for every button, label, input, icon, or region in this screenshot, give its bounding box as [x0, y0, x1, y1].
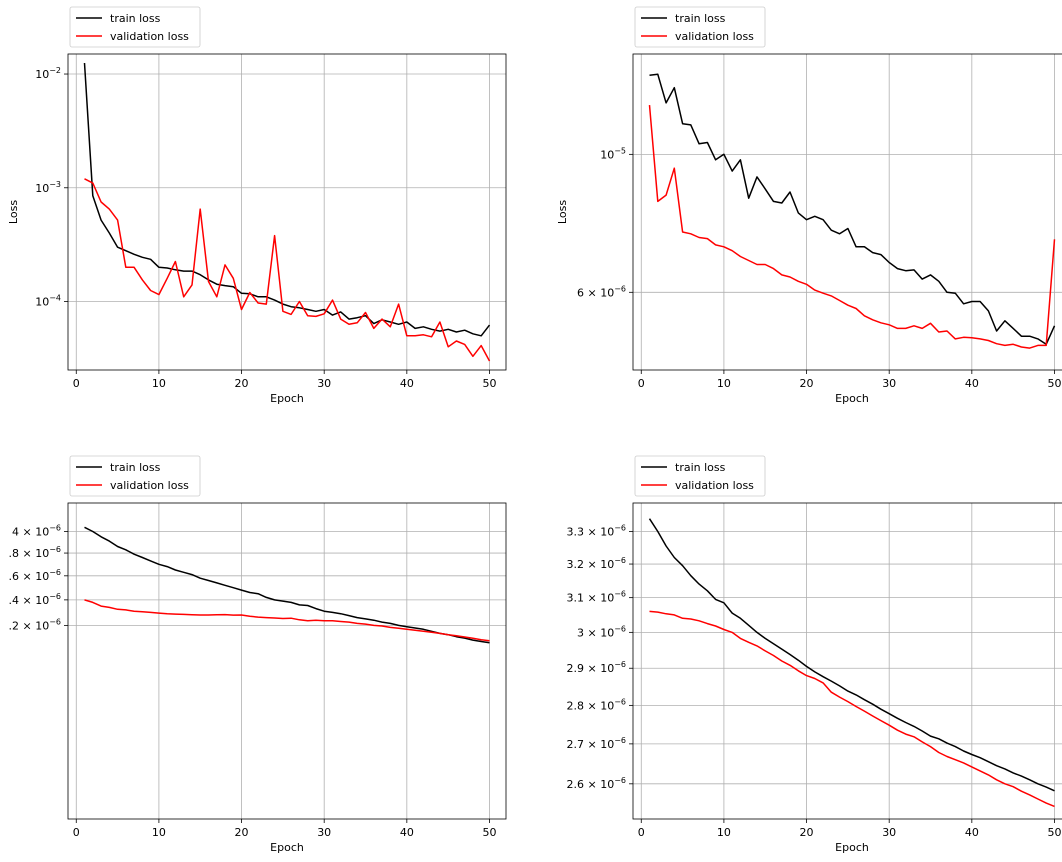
- legend: train loss validation loss: [634, 455, 766, 497]
- x-tick-label: 0: [73, 377, 80, 390]
- x-tick-label: 30: [317, 377, 331, 390]
- x-tick-label: 0: [638, 826, 645, 839]
- y-tick-label: 10−2: [35, 66, 61, 81]
- x-tick-label: 10: [152, 377, 166, 390]
- legend-box: [69, 6, 201, 48]
- legend-label: train loss: [110, 12, 161, 25]
- chart-panel-4: 0 10 20 30 40 50 3.3 × 10−6 3.2 × 10−6 3.1 × 10−…: [567, 455, 1062, 854]
- plot-frame: [632, 53, 1062, 371]
- legend-box: [634, 6, 766, 48]
- x-tick-label: 20: [235, 377, 249, 390]
- series-line-validation-loss: [649, 610, 1055, 808]
- legend-label: validation loss: [675, 30, 754, 43]
- x-tick-label: 40: [400, 826, 414, 839]
- plot-frame: [67, 53, 507, 371]
- x-tick-label: 40: [965, 826, 979, 839]
- y-axis-label: Loss: [556, 200, 569, 224]
- series-line-train-loss: [649, 73, 1056, 346]
- x-axis-label: Epoch: [270, 841, 304, 854]
- y-tick-label: .4 × 10−6: [9, 592, 62, 607]
- y-tick-label: 3.1 × 10−6: [567, 590, 627, 605]
- x-axis-label: Epoch: [835, 392, 869, 405]
- legend: train loss validation loss: [69, 455, 201, 497]
- x-tick-label: 20: [235, 826, 249, 839]
- plot-frame: [632, 502, 1062, 820]
- x-tick-label: 50: [482, 377, 496, 390]
- series-line-train-loss: [648, 518, 1055, 792]
- legend-label: validation loss: [110, 30, 189, 43]
- x-tick-label: 10: [717, 377, 731, 390]
- x-tick-label: 50: [1047, 377, 1061, 390]
- plot-frame: [67, 502, 507, 820]
- y-tick-label: .8 × 10−6: [9, 545, 62, 560]
- series-line-validation-loss: [84, 599, 490, 642]
- x-tick-label: 50: [482, 826, 496, 839]
- legend-label: validation loss: [110, 479, 189, 492]
- y-tick-label: 2.6 × 10−6: [567, 776, 627, 791]
- x-tick-label: 30: [882, 826, 896, 839]
- x-tick-label: 20: [800, 377, 814, 390]
- legend-label: train loss: [110, 461, 161, 474]
- x-tick-label: 30: [882, 377, 896, 390]
- y-tick-label: 10−5: [600, 146, 626, 161]
- x-tick-label: 50: [1047, 826, 1061, 839]
- series-line-train-loss: [83, 62, 491, 337]
- y-tick-label: 10−4: [35, 294, 61, 309]
- chart-panel-1: 0 10 20 30 40 50 10−2 10−3 10−4 Epoch Loss train lo…: [7, 6, 507, 405]
- y-tick-label: .6 × 10−6: [9, 568, 62, 583]
- legend-label: train loss: [675, 12, 726, 25]
- y-tick-label: .2 × 10−6: [9, 617, 62, 632]
- legend-box: [69, 455, 201, 497]
- y-tick-label: 3.3 × 10−6: [567, 523, 627, 538]
- y-tick-label: 3.2 × 10−6: [567, 556, 627, 571]
- y-axis-label: Loss: [7, 200, 20, 224]
- legend-box: [634, 455, 766, 497]
- x-axis-label: Epoch: [270, 392, 304, 405]
- y-tick-label: 10−3: [35, 180, 61, 195]
- chart-panel-3: 0 10 20 30 40 50 4 × 10−6 .8 × 10−6 .6 × 10−6 .4 …: [9, 455, 507, 854]
- x-tick-label: 0: [638, 377, 645, 390]
- legend-label: validation loss: [675, 479, 754, 492]
- x-tick-label: 20: [800, 826, 814, 839]
- x-tick-label: 0: [73, 826, 80, 839]
- legend: train loss validation loss: [69, 6, 201, 48]
- y-tick-label: 4 × 10−6: [12, 523, 61, 538]
- x-tick-label: 30: [317, 826, 331, 839]
- x-tick-label: 40: [400, 377, 414, 390]
- y-tick-label: 3 × 10−6: [577, 624, 626, 639]
- y-tick-label: 2.7 × 10−6: [567, 736, 627, 751]
- x-tick-label: 40: [965, 377, 979, 390]
- y-tick-label: 6 × 10−6: [577, 284, 626, 299]
- y-tick-label: 2.9 × 10−6: [567, 660, 627, 675]
- x-tick-label: 10: [152, 826, 166, 839]
- x-axis-label: Epoch: [835, 841, 869, 854]
- y-tick-label: 2.8 × 10−6: [567, 697, 627, 712]
- series-line-train-loss: [84, 526, 490, 644]
- x-tick-label: 10: [717, 826, 731, 839]
- legend-label: train loss: [675, 461, 726, 474]
- series-line-validation-loss: [648, 105, 1056, 349]
- series-line-validation-loss: [84, 178, 491, 362]
- legend: train loss validation loss: [634, 6, 766, 48]
- chart-panel-2: 0 10 20 30 40 50 10−5 6 × 10−6 Epoch Loss train lo…: [556, 6, 1062, 405]
